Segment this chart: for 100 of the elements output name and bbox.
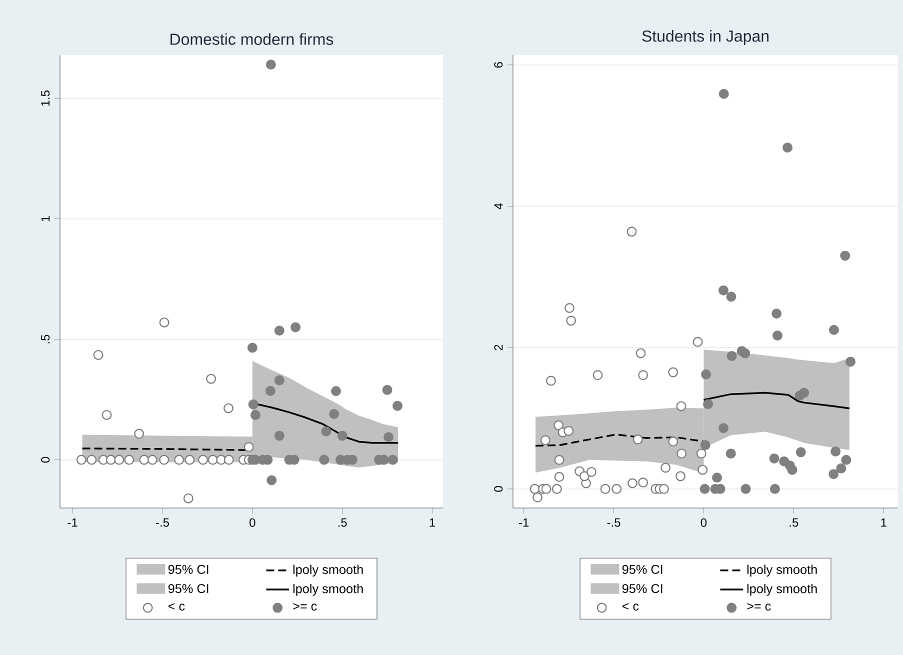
text: 95% CI [168,584,208,594]
point [540,435,550,446]
legend-label: >= c [747,603,771,611]
x-tick-label: -.5 [607,518,620,527]
y-tick-label: 1.5 [41,90,50,106]
point [676,448,687,459]
point [799,388,810,398]
point [636,348,646,358]
y-tick-label: 6 [494,62,503,68]
y-tick-label: 0 [41,456,50,463]
point [274,326,284,336]
point [676,401,686,412]
point [698,464,708,475]
point [718,88,729,99]
y-tick-label: 1 [41,216,50,222]
y-tick-label: .5 [41,334,50,344]
point [726,292,736,302]
point [782,142,793,153]
point [668,367,678,378]
point [718,423,728,434]
point [769,454,780,464]
x-tick-label: -1 [68,518,78,527]
point [701,369,712,380]
point [668,436,678,447]
point [836,463,846,474]
point [139,454,150,465]
point [124,454,134,465]
point [676,471,686,482]
point [541,484,552,494]
x-tick-label: -.5 [156,518,169,527]
point [712,472,722,483]
y-tick-label: 4 [494,203,503,210]
x-tick-label: .5 [790,518,798,527]
point [265,386,276,396]
point [274,375,284,386]
point [147,454,158,465]
legend-label: < c [168,603,185,611]
point [770,484,780,494]
x-tick-label: -1 [519,518,529,527]
point [184,454,195,465]
point [266,475,277,486]
point [331,386,342,396]
legend-label: lpoly smooth [747,564,817,577]
point [134,428,144,439]
point [244,442,254,452]
point [796,447,806,458]
x-tick-label: 0 [250,518,256,527]
point [718,285,728,296]
y-tick-label: 0 [494,486,503,492]
point [159,454,170,465]
point [554,420,564,430]
point [840,250,850,261]
x-tick-label: .5 [338,518,347,527]
point [248,399,258,410]
point [86,454,97,465]
point [337,430,348,441]
text: 95% CI [622,564,662,574]
text: 95% CI [622,584,662,594]
point [841,454,852,465]
point [290,322,301,332]
point [828,469,839,480]
point [250,410,260,420]
point [787,464,798,475]
legend-label: lpoly smooth [293,584,363,596]
point [772,330,782,341]
point [552,484,562,494]
line-series [702,392,850,410]
chart-title: Students in Japan [642,30,768,45]
point [612,484,622,494]
point [726,448,736,459]
chart-title: Domestic modern firms [170,33,334,45]
point [224,454,234,465]
y-tick-label: 2 [494,344,503,350]
point [319,454,330,465]
point [106,454,116,465]
point [382,384,392,395]
point [321,426,332,436]
point [266,60,276,70]
point [700,484,710,494]
text: 95% CI [168,564,208,574]
point [627,478,638,488]
point [626,226,637,237]
point [76,454,86,465]
point [658,484,669,494]
point [114,454,124,465]
legend-label: >= c [293,603,317,611]
point [198,454,208,465]
point [632,434,643,444]
point [564,426,574,436]
point [392,400,403,411]
point [174,454,184,465]
point [554,454,564,465]
point [384,432,394,442]
point [700,440,710,450]
point [600,484,610,494]
point [247,342,258,353]
point [740,348,750,358]
point [828,324,839,335]
x-tick-label: 1 [881,518,886,527]
legend-label: < c [622,603,639,611]
